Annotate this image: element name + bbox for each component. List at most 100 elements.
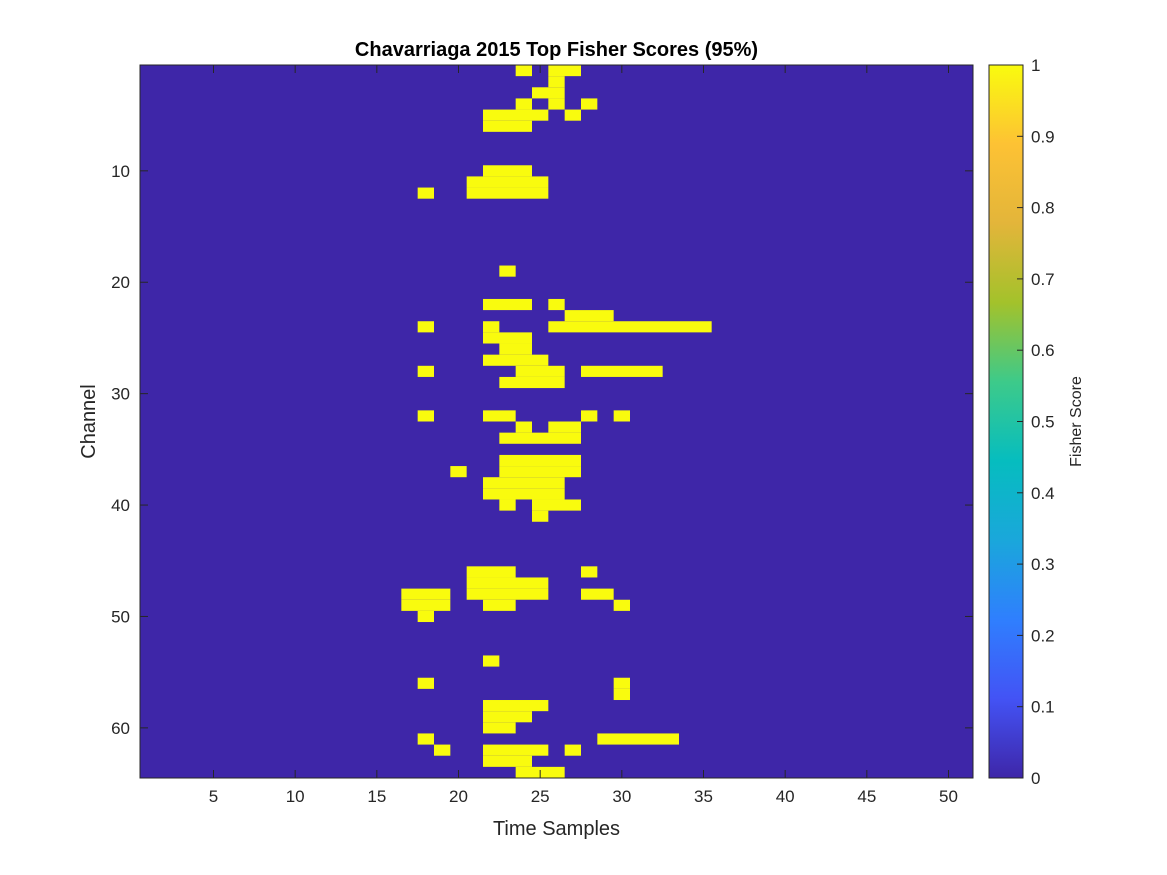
heatmap-cell-ch32-t30 bbox=[613, 410, 630, 422]
heatmap-cell-ch40-t23 bbox=[499, 499, 516, 511]
heatmap-cell-ch59-t22-24 bbox=[483, 711, 532, 723]
heatmap-cell-ch33-t24 bbox=[515, 421, 532, 433]
chart-title: Chavarriaga 2015 Top Fisher Scores (95%) bbox=[355, 39, 758, 61]
x-tick-label: 45 bbox=[857, 787, 876, 806]
x-axis-label: Time Samples bbox=[493, 818, 620, 840]
colorbar-tick-label: 0.2 bbox=[1031, 626, 1055, 645]
heatmap-cell-ch26-t23-24 bbox=[499, 343, 532, 355]
heatmap-cell-ch62-t27 bbox=[564, 744, 581, 756]
colorbar-tick-label: 0.7 bbox=[1031, 270, 1055, 289]
heatmap-cell-ch49-t17-19 bbox=[401, 599, 451, 611]
y-tick-label: 40 bbox=[111, 496, 130, 515]
heatmap-cell-ch19-t23 bbox=[499, 265, 516, 277]
heatmap-cell-ch56-t18 bbox=[417, 677, 434, 689]
colorbar-tick-label: 0.4 bbox=[1031, 484, 1055, 503]
heatmap-cell-ch37-t20 bbox=[450, 466, 467, 478]
heatmap-cell-ch28-t28-32 bbox=[581, 365, 663, 377]
heatmap-cell-ch62-t22-25 bbox=[483, 744, 549, 756]
x-tick-label: 40 bbox=[776, 787, 795, 806]
heatmap-cell-ch49-t30 bbox=[613, 599, 630, 611]
x-tick-label: 35 bbox=[694, 787, 713, 806]
heatmap-cell-ch33-t26-27 bbox=[548, 421, 581, 433]
heatmap-cell-ch38-t22-26 bbox=[483, 477, 565, 489]
heatmap-cell-ch47-t21-25 bbox=[466, 577, 549, 589]
heatmap-cell-ch4-t24 bbox=[515, 98, 532, 110]
heatmap-cell-ch22-t22-24 bbox=[483, 298, 532, 311]
heatmap-cell-ch40-t25-27 bbox=[532, 499, 581, 511]
heatmap-cell-ch2-t26 bbox=[548, 76, 565, 88]
heatmap-cell-ch57-t30 bbox=[613, 688, 630, 701]
heatmap-cell-ch50-t18 bbox=[417, 610, 434, 623]
x-tick-label: 5 bbox=[209, 787, 218, 806]
heatmap-cell-ch28-t18 bbox=[417, 365, 434, 377]
x-tick-label: 10 bbox=[286, 787, 305, 806]
heatmap-cell-ch49-t22-23 bbox=[483, 599, 516, 611]
x-axis-ticks: 5 10 15 20 25 30 35 40 45 50 bbox=[209, 65, 958, 806]
y-axis-label: Channel bbox=[78, 384, 100, 459]
heatmap-cell-ch24-t22 bbox=[483, 321, 500, 333]
heatmap-cell-ch37-t23-27 bbox=[499, 466, 581, 478]
x-tick-label: 20 bbox=[449, 787, 468, 806]
heatmap-cell-ch5-t22-25 bbox=[483, 109, 549, 121]
heatmap-cell-ch54-t22 bbox=[483, 655, 500, 667]
heatmap-cell-ch62-t19 bbox=[434, 744, 451, 756]
heatmap-cell-ch24-t18 bbox=[417, 321, 434, 333]
heatmap-cell-ch39-t22-26 bbox=[483, 488, 565, 500]
heatmap-cell-ch10-t22-24 bbox=[483, 165, 532, 177]
heatmap-cell-ch61-t18 bbox=[417, 733, 434, 745]
y-tick-label: 50 bbox=[111, 607, 130, 626]
heatmap-cell-ch46-t21-23 bbox=[466, 566, 516, 578]
colorbar-tick-label: 0.5 bbox=[1031, 413, 1055, 432]
heatmap-cell-ch3-t25-26 bbox=[532, 87, 565, 99]
heatmap-cell-ch63-t22-24 bbox=[483, 755, 532, 767]
plot-frame bbox=[139, 64, 974, 779]
heatmap-cell-ch24-t26-35 bbox=[548, 321, 712, 333]
heatmap-cell-ch32-t28 bbox=[581, 410, 598, 422]
heatmap-cell-ch5-t27 bbox=[564, 109, 581, 121]
colorbar-ticks: 0 0.1 0.2 0.3 0.4 0.5 0.6 0.7 0.8 0.9 1 bbox=[1017, 56, 1055, 788]
heatmap-cell-ch48-t17-19 bbox=[401, 588, 451, 600]
heatmap-cell-ch34-t23-27 bbox=[499, 432, 581, 444]
colorbar-tick-label: 0.1 bbox=[1031, 698, 1055, 717]
colorbar-tick-label: 0.8 bbox=[1031, 199, 1055, 218]
x-tick-label: 25 bbox=[531, 787, 550, 806]
heatmap-cell-ch41-t25 bbox=[532, 510, 549, 522]
heatmap-cell-ch27-t22-24 bbox=[483, 354, 532, 366]
heatmap-cell-ch58-t22-25 bbox=[483, 700, 549, 712]
heatmap-cell-ch29-t23-26 bbox=[499, 376, 565, 389]
heatmap-cell-ch48-t21-25 bbox=[466, 588, 549, 600]
heatmap-cell-ch48-t28-29 bbox=[581, 588, 614, 600]
heatmap-cell-ch11-t21-25 bbox=[466, 176, 549, 188]
heatmap-cell-ch12-t18 bbox=[417, 187, 434, 199]
heatmap-cell-ch28-t24-26 bbox=[515, 365, 565, 377]
heatmap-cell-ch32-t22-23 bbox=[483, 410, 516, 422]
colorbar-tick-label: 1 bbox=[1031, 56, 1040, 75]
heatmap-cell-ch56-t30 bbox=[613, 677, 630, 689]
colorbar-tick-label: 0.9 bbox=[1031, 127, 1055, 146]
heatmap-cell-ch12-t21-25 bbox=[466, 187, 549, 199]
heatmap-cell-ch23-t27-29 bbox=[564, 310, 614, 322]
y-tick-label: 30 bbox=[111, 385, 130, 404]
heatmap-cell-ch1-t26-27 bbox=[548, 65, 581, 77]
y-tick-label: 60 bbox=[111, 719, 130, 738]
heatmap-cell-ch6-t22-24 bbox=[483, 120, 532, 132]
x-tick-label: 30 bbox=[612, 787, 631, 806]
y-axis-ticks: 10 20 30 40 50 60 bbox=[111, 162, 973, 738]
colorbar-tick-label: 0 bbox=[1031, 769, 1040, 788]
y-tick-label: 10 bbox=[111, 162, 130, 181]
heatmap-cell-ch4-t28 bbox=[581, 98, 598, 110]
heatmap-cell-ch32-t18 bbox=[417, 410, 434, 422]
y-tick-label: 20 bbox=[111, 273, 130, 292]
heatmap-cell-ch27-t25 bbox=[532, 354, 549, 366]
heatmap-cell-ch36-t23-27 bbox=[499, 454, 581, 467]
heatmap-cells bbox=[401, 65, 712, 778]
x-tick-label: 15 bbox=[367, 787, 386, 806]
heatmap-cell-ch22-t26 bbox=[548, 298, 565, 311]
colorbar-tick-label: 0.6 bbox=[1031, 341, 1055, 360]
heatmap-cell-ch1-t24 bbox=[515, 65, 532, 77]
colorbar-label: Fisher Score bbox=[1068, 376, 1085, 467]
heatmap-cell-ch61-t29-33 bbox=[597, 733, 679, 745]
x-tick-label: 50 bbox=[939, 787, 958, 806]
colorbar-tick-label: 0.3 bbox=[1031, 555, 1055, 574]
